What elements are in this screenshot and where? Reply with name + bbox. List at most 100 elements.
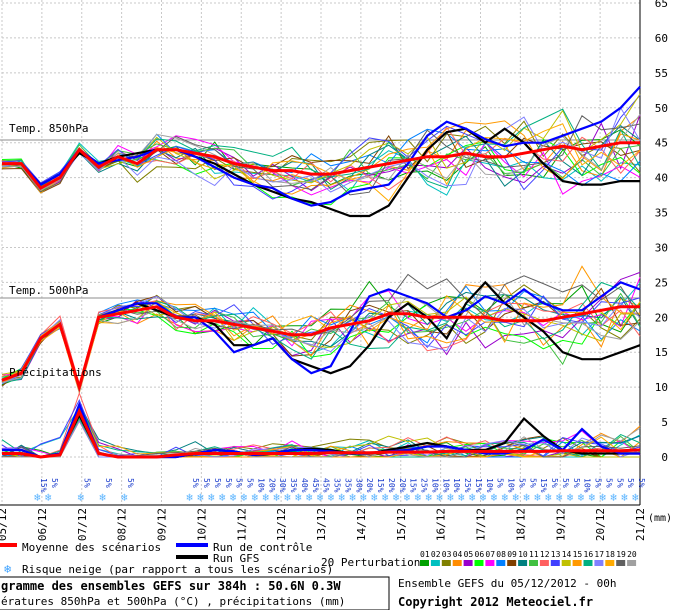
perturbation-swatch bbox=[605, 560, 615, 566]
y-tick-label: 30 bbox=[655, 241, 668, 254]
snow-risk-value: 5% bbox=[50, 478, 59, 488]
perturbation-number: 08 bbox=[496, 550, 506, 559]
snow-flake-icon: ❄ bbox=[349, 491, 356, 504]
perturbation-number: 11 bbox=[529, 550, 539, 559]
y-tick-label: 5 bbox=[661, 416, 668, 429]
x-tick-label: 16/12 bbox=[435, 508, 448, 541]
perturbation-line bbox=[1, 281, 641, 393]
snow-risk-value: 15% bbox=[39, 478, 48, 493]
legend-snow-label: Risque neige (par rapport a tous les scé… bbox=[22, 563, 333, 576]
snow-risk-value: 5% bbox=[626, 478, 635, 488]
snow-flake-icon: ❄ bbox=[610, 491, 617, 504]
snow-risk-value: 25% bbox=[420, 478, 429, 493]
snow-flake-icon: ❄ bbox=[545, 491, 552, 504]
perturbation-number: 12 bbox=[540, 550, 550, 559]
y-tick-label: 40 bbox=[655, 172, 668, 185]
perturbation-number: 19 bbox=[616, 550, 626, 559]
y-tick-label: 25 bbox=[655, 276, 668, 289]
snow-flake-icon: ❄ bbox=[360, 491, 367, 504]
footer-subtitle: ératures 850hPa et 500hPa (°C) , précipi… bbox=[1, 595, 345, 608]
x-tick-label: 13/12 bbox=[315, 508, 328, 541]
snow-risk-value: 5% bbox=[213, 478, 222, 488]
perturbation-swatch bbox=[463, 560, 473, 566]
perturbation-number: 18 bbox=[605, 550, 615, 559]
y-tick-label: 45 bbox=[655, 137, 668, 150]
perturbation-swatch bbox=[518, 560, 528, 566]
snow-risk-value: 5% bbox=[126, 478, 135, 488]
y-tick-label: 20 bbox=[655, 311, 668, 324]
snow-risk-value: 5% bbox=[561, 478, 570, 488]
snow-risk-value: 5% bbox=[572, 478, 581, 488]
perturbation-number: 03 bbox=[442, 550, 452, 559]
snow-flake-icon: ❄ bbox=[447, 491, 454, 504]
snow-risk-value: 15% bbox=[376, 478, 385, 493]
y-tick-label: 15 bbox=[655, 346, 668, 359]
snow-risk-value: 10% bbox=[452, 478, 461, 493]
snow-risk-value: 10% bbox=[485, 478, 494, 493]
snow-flake-icon: ❄ bbox=[567, 491, 574, 504]
snow-risk-value: 45% bbox=[322, 478, 331, 493]
x-tick-label: 19/12 bbox=[554, 508, 567, 541]
perturbation-number: 02 bbox=[431, 550, 441, 559]
snow-flake-icon: ❄ bbox=[338, 491, 345, 504]
perturbation-line bbox=[1, 300, 641, 387]
snow-risk-value: 5% bbox=[235, 478, 244, 488]
panel-label-500: Temp. 500hPa bbox=[9, 284, 88, 297]
x-unit-label: (mm) bbox=[648, 513, 672, 524]
snow-flake-icon: ❄ bbox=[197, 491, 204, 504]
snow-flake-icon: ❄ bbox=[523, 491, 530, 504]
snow-risk-value: 15% bbox=[539, 478, 548, 493]
perturbation-line bbox=[1, 285, 641, 390]
perturbation-line bbox=[1, 94, 641, 200]
snow-flake-icon: ❄ bbox=[599, 491, 606, 504]
snow-risk-value: 5% bbox=[496, 478, 505, 488]
x-tick-label: 05/12 bbox=[0, 508, 9, 541]
snow-risk-value: 5% bbox=[517, 478, 526, 488]
snow-risk-value: 35% bbox=[333, 478, 342, 493]
y-tick-label: 65 bbox=[655, 0, 668, 10]
perturbation-swatch bbox=[539, 560, 549, 566]
snow-flake-icon: ❄ bbox=[306, 491, 313, 504]
snow-risk-value: 20% bbox=[267, 478, 276, 493]
legend-moyenne-label: Moyenne des scénarios bbox=[22, 541, 161, 554]
snow-risk-value: 5% bbox=[604, 478, 613, 488]
moyenne-line bbox=[1, 305, 640, 393]
panel-label-precip: Précipitations bbox=[9, 366, 102, 379]
snow-risk-value: 15% bbox=[474, 478, 483, 493]
y-tick-label: 0 bbox=[661, 451, 668, 464]
perturbation-line bbox=[1, 120, 641, 191]
panel-label-850: Temp. 850hPa bbox=[9, 122, 88, 135]
perturbation-swatch bbox=[594, 560, 604, 566]
perturbation-swatch bbox=[441, 560, 451, 566]
perturbation-swatch bbox=[420, 560, 429, 566]
snow-risk-value: 10% bbox=[256, 478, 265, 493]
snow-legend-icon: ❄ bbox=[4, 562, 11, 576]
perturbation-line bbox=[1, 271, 641, 391]
perturbation-line bbox=[1, 273, 641, 387]
snow-flake-icon: ❄ bbox=[45, 491, 52, 504]
controle-line bbox=[1, 281, 641, 392]
perturbation-swatch bbox=[496, 560, 506, 566]
snow-flake-icon: ❄ bbox=[632, 491, 639, 504]
perturbation-number: 20 bbox=[627, 550, 637, 559]
perturbation-number: 07 bbox=[485, 550, 495, 559]
grid bbox=[0, 0, 641, 506]
snow-flake-icon: ❄ bbox=[186, 491, 193, 504]
perturbation-swatch bbox=[529, 560, 538, 566]
snow-flake-icon: ❄ bbox=[328, 491, 335, 504]
x-tick-label: 06/12 bbox=[36, 508, 49, 541]
legend-controle-label: Run de contrôle bbox=[213, 541, 312, 554]
snow-risk-value: 10% bbox=[583, 478, 592, 493]
y-tick-label: 60 bbox=[655, 32, 668, 45]
x-tick-label: 18/12 bbox=[514, 508, 527, 541]
snow-flake-icon: ❄ bbox=[77, 491, 84, 504]
snow-risk-value: 40% bbox=[300, 478, 309, 493]
x-tick-label: 12/12 bbox=[275, 508, 288, 541]
snow-flake-icon: ❄ bbox=[415, 491, 422, 504]
y-tick-label: 35 bbox=[655, 207, 668, 220]
snow-flake-icon: ❄ bbox=[469, 491, 476, 504]
perturbation-swatch bbox=[452, 560, 462, 566]
snow-flake-icon: ❄ bbox=[262, 491, 269, 504]
perturbation-line bbox=[1, 295, 641, 390]
